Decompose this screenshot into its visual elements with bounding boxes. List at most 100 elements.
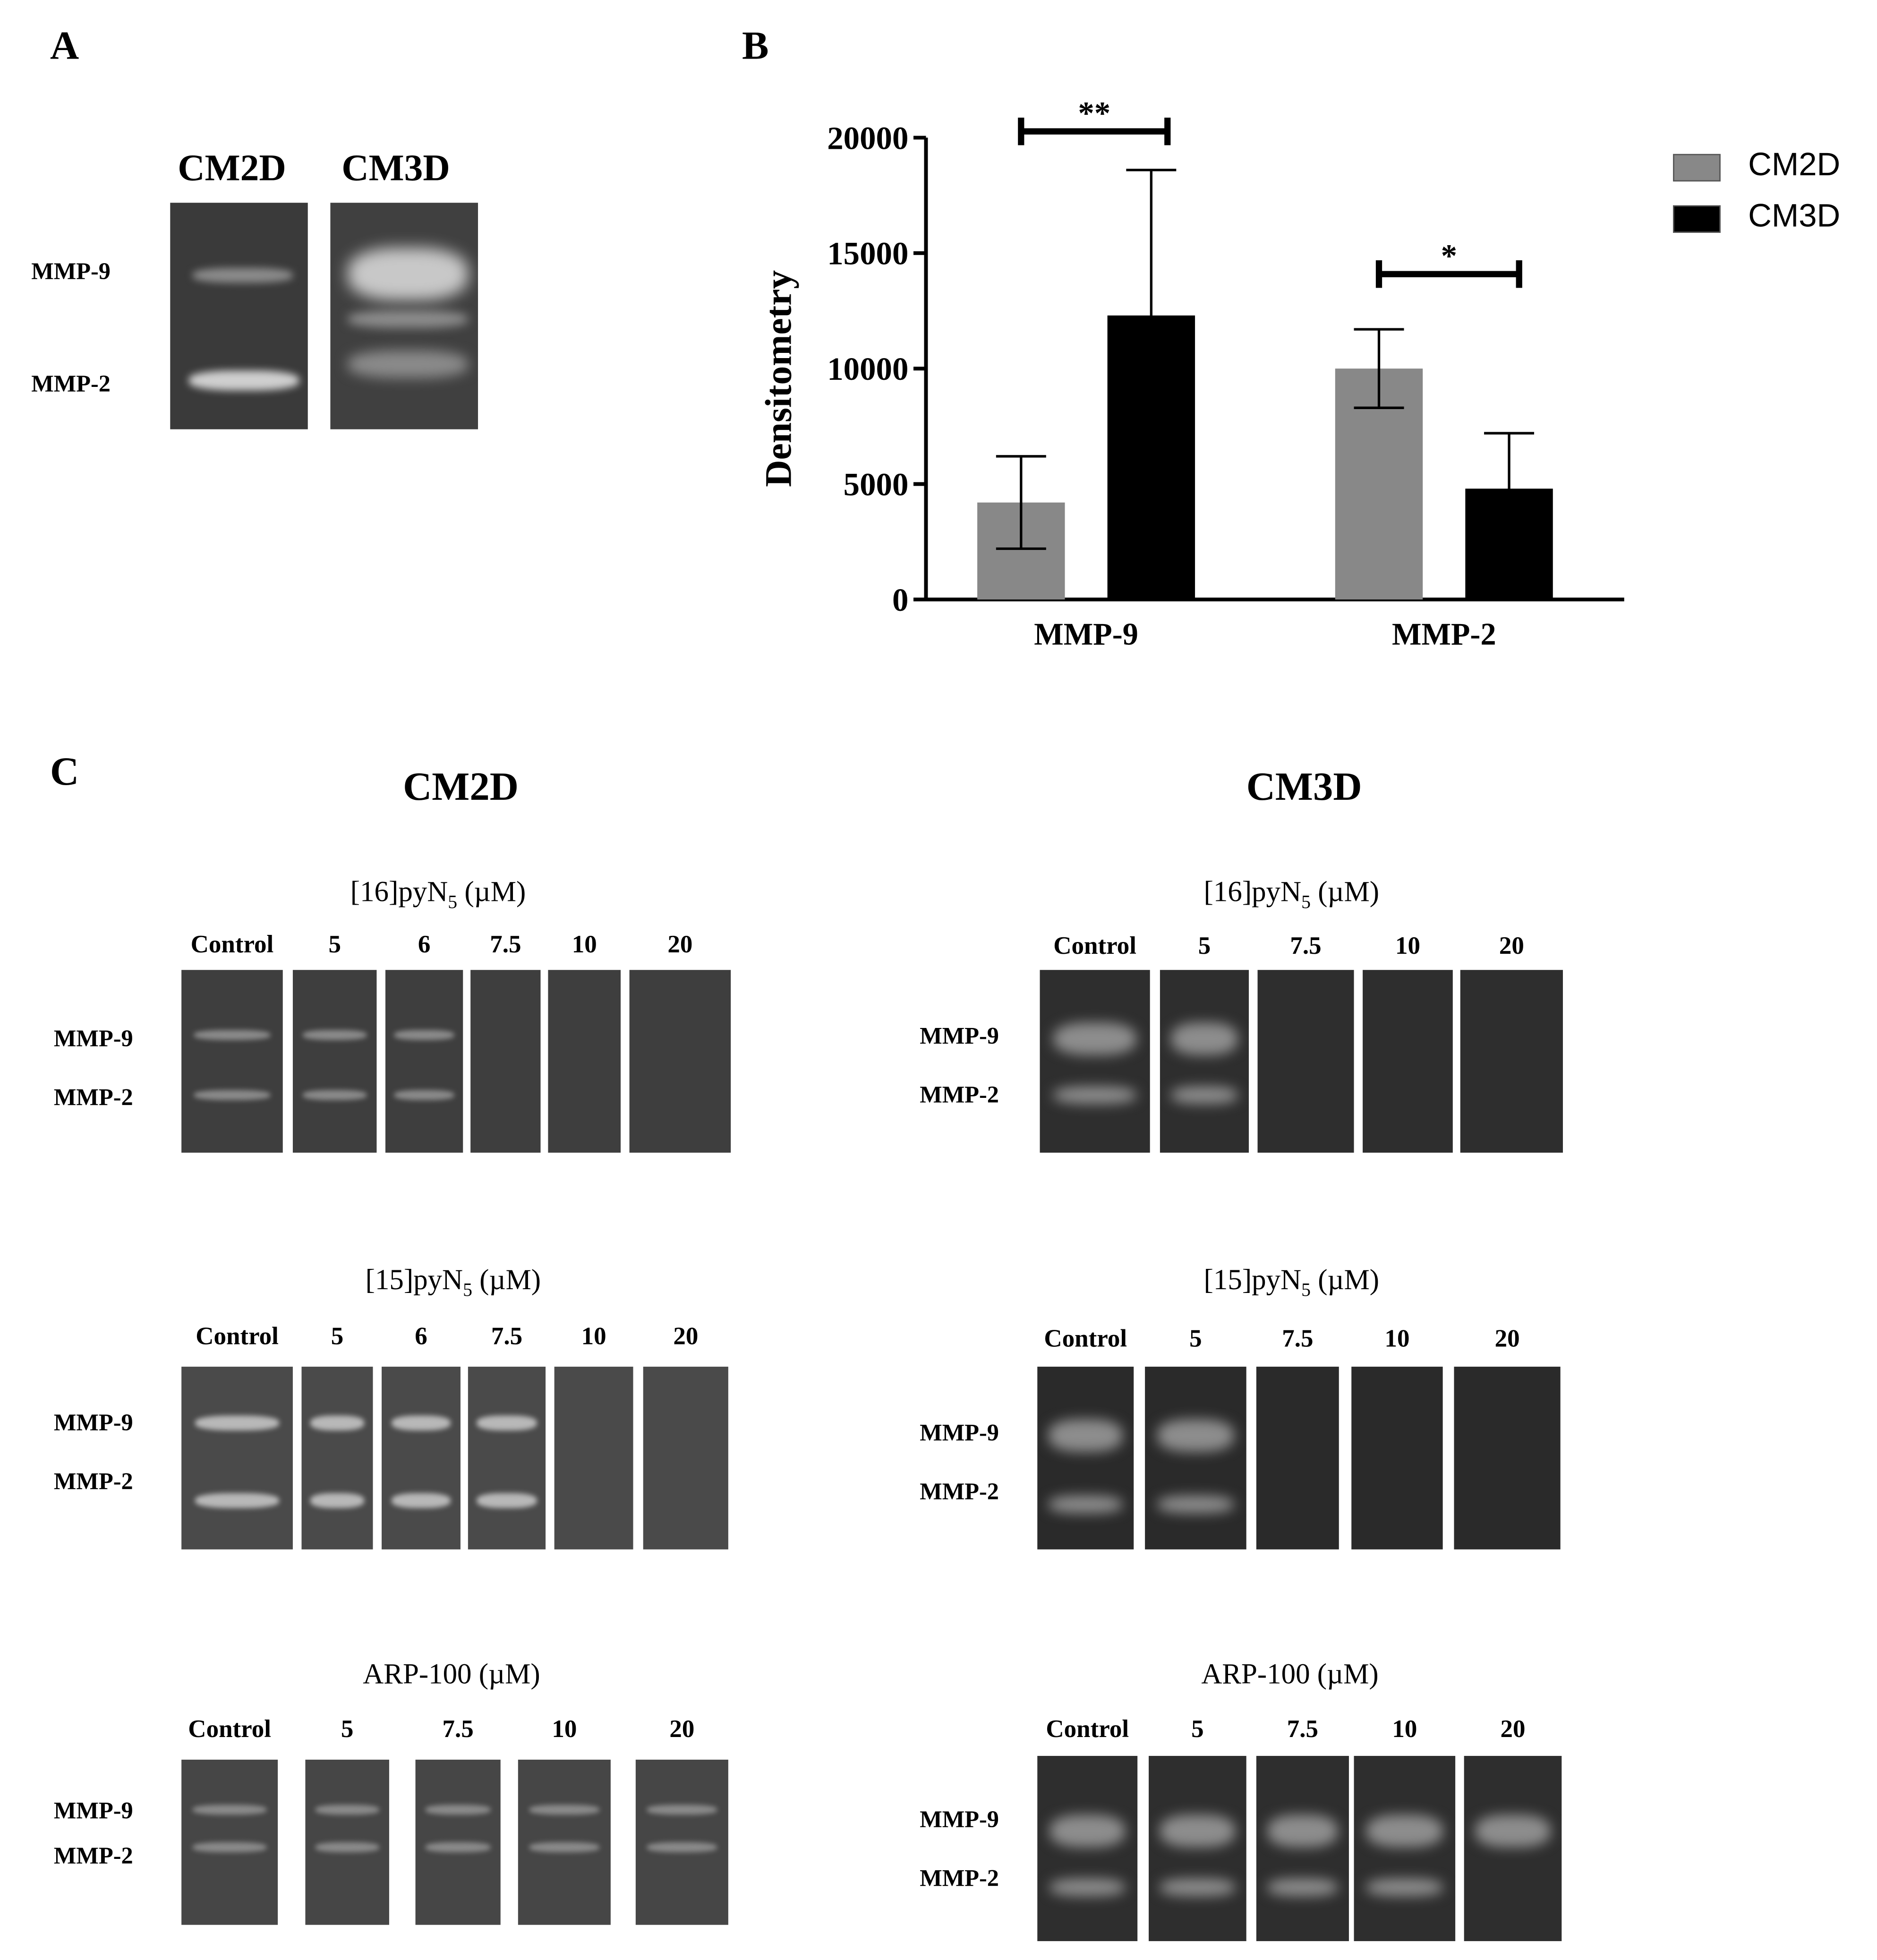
lane-label: 5 <box>328 931 341 959</box>
band-label-mmp9: MMP-9 <box>920 1420 999 1447</box>
band-label-mmp2: MMP-2 <box>920 1866 999 1892</box>
band-mmp9 <box>195 1415 280 1431</box>
band-mmp2 <box>1170 1086 1238 1104</box>
y-tick-label: 10000 <box>827 351 908 387</box>
band-mmp9 <box>193 1805 266 1815</box>
legend-label-cm3d: CM3D <box>1748 196 1841 234</box>
band-mmp2 <box>1049 1495 1122 1514</box>
band-mmp9 <box>394 1030 454 1040</box>
lane-label: 20 <box>673 1323 699 1351</box>
lane-label: 20 <box>1499 932 1524 960</box>
gel-lane <box>1464 1755 1562 1942</box>
band-mmp2 <box>195 1493 280 1508</box>
gel-lane <box>629 970 731 1153</box>
band-label-mmp9: MMP-9 <box>31 259 111 286</box>
band-mmp2 <box>1267 1878 1338 1896</box>
band-mmp9 <box>647 1805 717 1815</box>
lane-label: 5 <box>1189 1325 1202 1353</box>
lane-label: 7.5 <box>491 1323 523 1351</box>
group-title-16pyn5-right: [16]pyN5 (µM) <box>1204 876 1379 915</box>
lane-label: 7.5 <box>490 931 521 959</box>
lane-label: 7.5 <box>1282 1325 1314 1353</box>
lane-label: 20 <box>1500 1716 1526 1744</box>
significance-label: * <box>1441 238 1457 274</box>
gel-lane <box>468 1367 546 1549</box>
band-mmp2 <box>303 1090 367 1100</box>
compound-name: [15]pyN <box>365 1264 463 1296</box>
gel-lane <box>643 1367 728 1549</box>
gel-lane <box>635 1759 728 1925</box>
band-label-mmp9: MMP-9 <box>53 1026 133 1053</box>
bar-chart: 0 5000 10000 15000 20000 Densitometry MMP-9 MMP… <box>758 95 1624 651</box>
legend-swatch-cm3d <box>1673 205 1721 233</box>
band-label-mmp2: MMP-2 <box>53 1469 133 1496</box>
gel-lane <box>1149 1755 1246 1942</box>
group-title-15pyn5-right: [15]pyN5 (µM) <box>1204 1264 1379 1302</box>
lane-label: 6 <box>418 931 431 959</box>
y-tick-label: 15000 <box>827 236 908 272</box>
gel-lane <box>181 1759 278 1925</box>
band-mmp2 <box>1049 1878 1126 1896</box>
band-mmp2 <box>310 1493 365 1508</box>
lane-label: 20 <box>669 1716 695 1744</box>
band-mmp9 <box>1476 1814 1550 1848</box>
gel-lane <box>1040 970 1150 1153</box>
gel-lane <box>1145 1367 1246 1549</box>
band-mmp9 <box>391 1415 451 1431</box>
band-mmp2 <box>1366 1878 1443 1896</box>
band-mmp9 <box>1053 1022 1137 1055</box>
group-title-15pyn5-left: [15]pyN5 (µM) <box>366 1264 541 1302</box>
lane-label-cm2d: CM2D <box>178 147 286 189</box>
gel-image-a-cm3d <box>330 203 478 429</box>
band-label-mmp9: MMP-9 <box>53 1798 133 1825</box>
gel-lane <box>1257 970 1354 1153</box>
compound-name: [16]pyN <box>1203 876 1302 907</box>
band-mmp2 <box>477 1493 537 1508</box>
gel-lane <box>292 970 377 1153</box>
lane-label: 10 <box>1392 1716 1417 1744</box>
lane-label: Control <box>196 1323 279 1351</box>
gel-lane <box>181 970 283 1153</box>
compound-subscript: 5 <box>1301 1281 1311 1301</box>
lane-label: 5 <box>341 1716 354 1744</box>
band-label-mmp2: MMP-2 <box>53 1843 133 1870</box>
gel-lane <box>1256 1367 1339 1549</box>
lane-label: 6 <box>415 1323 427 1351</box>
band-mmp2 <box>315 1842 379 1852</box>
lane-label: 5 <box>1198 932 1211 960</box>
lane-label: 20 <box>667 931 693 959</box>
lane-label-cm3d: CM3D <box>341 147 450 189</box>
band-mmp9 <box>310 1415 365 1431</box>
gel-lane <box>470 970 541 1153</box>
gel-lane <box>1363 970 1453 1153</box>
compound-unit: (µM) <box>478 1658 540 1690</box>
band-mmp2 <box>1157 1495 1234 1514</box>
lane-label: 5 <box>1191 1716 1204 1744</box>
gel-lane <box>1454 1367 1561 1549</box>
gel-lane <box>1256 1755 1349 1942</box>
band-mmp2 <box>394 1090 454 1100</box>
gel-lane <box>1351 1367 1443 1549</box>
lane-label: 10 <box>1384 1325 1410 1353</box>
band-mmp2 <box>1053 1086 1137 1104</box>
gel-lane <box>554 1367 633 1549</box>
lane-label: 10 <box>572 931 597 959</box>
compound-name: [15]pyN <box>1203 1264 1302 1296</box>
band-label-mmp9: MMP-9 <box>920 1807 999 1834</box>
band-mmp9 <box>1267 1814 1338 1848</box>
gel-lane <box>1037 1367 1134 1549</box>
gel-lane <box>1354 1755 1456 1942</box>
gel-lane <box>305 1759 389 1925</box>
gel-lane <box>385 970 463 1153</box>
panel-letter-c: C <box>50 748 79 794</box>
band-mmp9 <box>1366 1814 1443 1848</box>
band-mmp9 <box>1160 1814 1235 1848</box>
legend-swatch-cm2d <box>1673 154 1721 182</box>
group-title-16pyn5-left: [16]pyN5 (µM) <box>350 876 526 915</box>
lane-label: Control <box>1053 932 1136 960</box>
band-mmp9 <box>1170 1022 1238 1055</box>
band-mmp2 <box>1160 1878 1235 1896</box>
gel-lane <box>382 1367 461 1549</box>
lane-label: Control <box>190 931 274 959</box>
band-mmp9 <box>303 1030 367 1040</box>
